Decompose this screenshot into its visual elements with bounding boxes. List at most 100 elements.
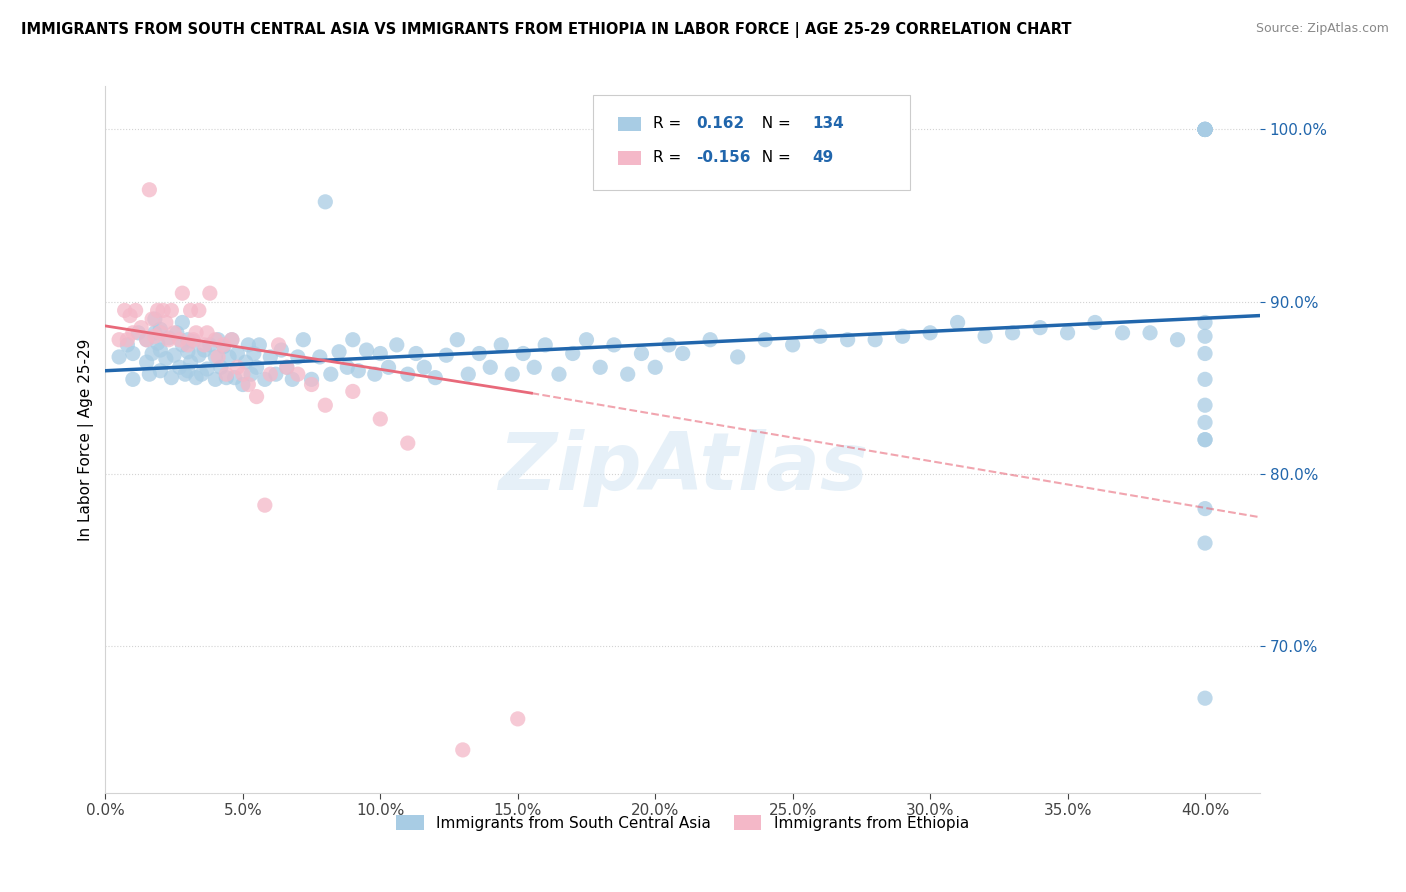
- Point: [301, 372, 323, 386]
- Point: [207, 350, 229, 364]
- Point: [224, 370, 246, 384]
- Point: [157, 331, 180, 345]
- Point: [782, 338, 804, 352]
- Point: [215, 367, 238, 381]
- Point: [1194, 122, 1216, 136]
- Point: [891, 329, 914, 343]
- Point: [157, 333, 180, 347]
- Point: [215, 370, 238, 384]
- Text: N =: N =: [752, 150, 796, 164]
- Point: [512, 346, 534, 360]
- Point: [301, 377, 323, 392]
- Point: [534, 338, 557, 352]
- Point: [155, 316, 177, 330]
- Point: [1194, 122, 1216, 136]
- Point: [253, 498, 276, 512]
- FancyBboxPatch shape: [593, 95, 910, 190]
- Point: [1194, 122, 1216, 136]
- Point: [837, 333, 859, 347]
- Point: [135, 355, 157, 369]
- Text: R =: R =: [652, 116, 686, 130]
- Point: [589, 360, 612, 375]
- Point: [575, 333, 598, 347]
- Point: [644, 360, 666, 375]
- Point: [141, 346, 163, 360]
- Point: [204, 333, 226, 347]
- Point: [193, 338, 215, 352]
- Point: [245, 360, 267, 375]
- Point: [160, 370, 183, 384]
- Text: -0.156: -0.156: [696, 150, 751, 164]
- Point: [342, 384, 364, 399]
- Point: [232, 377, 254, 392]
- Text: ZipAtlas: ZipAtlas: [498, 429, 868, 507]
- Point: [1194, 501, 1216, 516]
- Point: [124, 303, 146, 318]
- Point: [122, 372, 145, 386]
- Point: [221, 333, 243, 347]
- Point: [259, 350, 281, 364]
- Point: [368, 412, 391, 426]
- Point: [235, 355, 257, 369]
- Point: [523, 360, 546, 375]
- Point: [172, 286, 194, 301]
- Point: [1194, 346, 1216, 360]
- Point: [122, 326, 145, 340]
- Point: [187, 303, 209, 318]
- Point: [198, 338, 221, 352]
- Point: [616, 367, 638, 381]
- Point: [491, 338, 513, 352]
- Point: [281, 372, 304, 386]
- Point: [127, 326, 149, 340]
- Point: [122, 346, 145, 360]
- Point: [152, 303, 174, 318]
- Point: [143, 329, 166, 343]
- Point: [169, 333, 191, 347]
- Point: [177, 333, 200, 347]
- Text: R =: R =: [652, 150, 686, 164]
- Point: [267, 338, 290, 352]
- Point: [183, 333, 205, 347]
- Point: [108, 350, 131, 364]
- Point: [1194, 536, 1216, 550]
- Point: [195, 326, 218, 340]
- Point: [245, 390, 267, 404]
- Text: 49: 49: [813, 150, 834, 164]
- Text: Source: ZipAtlas.com: Source: ZipAtlas.com: [1256, 22, 1389, 36]
- Point: [183, 334, 205, 349]
- Point: [174, 367, 197, 381]
- Point: [287, 350, 309, 364]
- Point: [120, 309, 142, 323]
- Point: [117, 333, 139, 347]
- Text: N =: N =: [752, 116, 796, 130]
- Point: [385, 338, 408, 352]
- Point: [247, 338, 270, 352]
- Point: [177, 344, 200, 359]
- Point: [342, 333, 364, 347]
- Point: [240, 367, 263, 381]
- Point: [1167, 333, 1189, 347]
- Point: [1194, 398, 1216, 412]
- Point: [920, 326, 942, 340]
- Point: [1001, 326, 1024, 340]
- Point: [457, 367, 479, 381]
- Point: [143, 312, 166, 326]
- Text: 134: 134: [813, 116, 844, 130]
- Point: [754, 333, 776, 347]
- Point: [1029, 320, 1052, 334]
- Point: [658, 338, 681, 352]
- Point: [446, 333, 468, 347]
- Point: [479, 360, 502, 375]
- Point: [169, 360, 191, 375]
- Point: [184, 370, 207, 384]
- Point: [1194, 433, 1216, 447]
- Point: [808, 329, 831, 343]
- Point: [149, 326, 172, 340]
- Point: [451, 743, 474, 757]
- Point: [308, 350, 330, 364]
- Point: [180, 303, 202, 318]
- Point: [396, 436, 419, 450]
- Point: [561, 346, 583, 360]
- Point: [548, 367, 571, 381]
- Text: IMMIGRANTS FROM SOUTH CENTRAL ASIA VS IMMIGRANTS FROM ETHIOPIA IN LABOR FORCE | : IMMIGRANTS FROM SOUTH CENTRAL ASIA VS IM…: [21, 22, 1071, 38]
